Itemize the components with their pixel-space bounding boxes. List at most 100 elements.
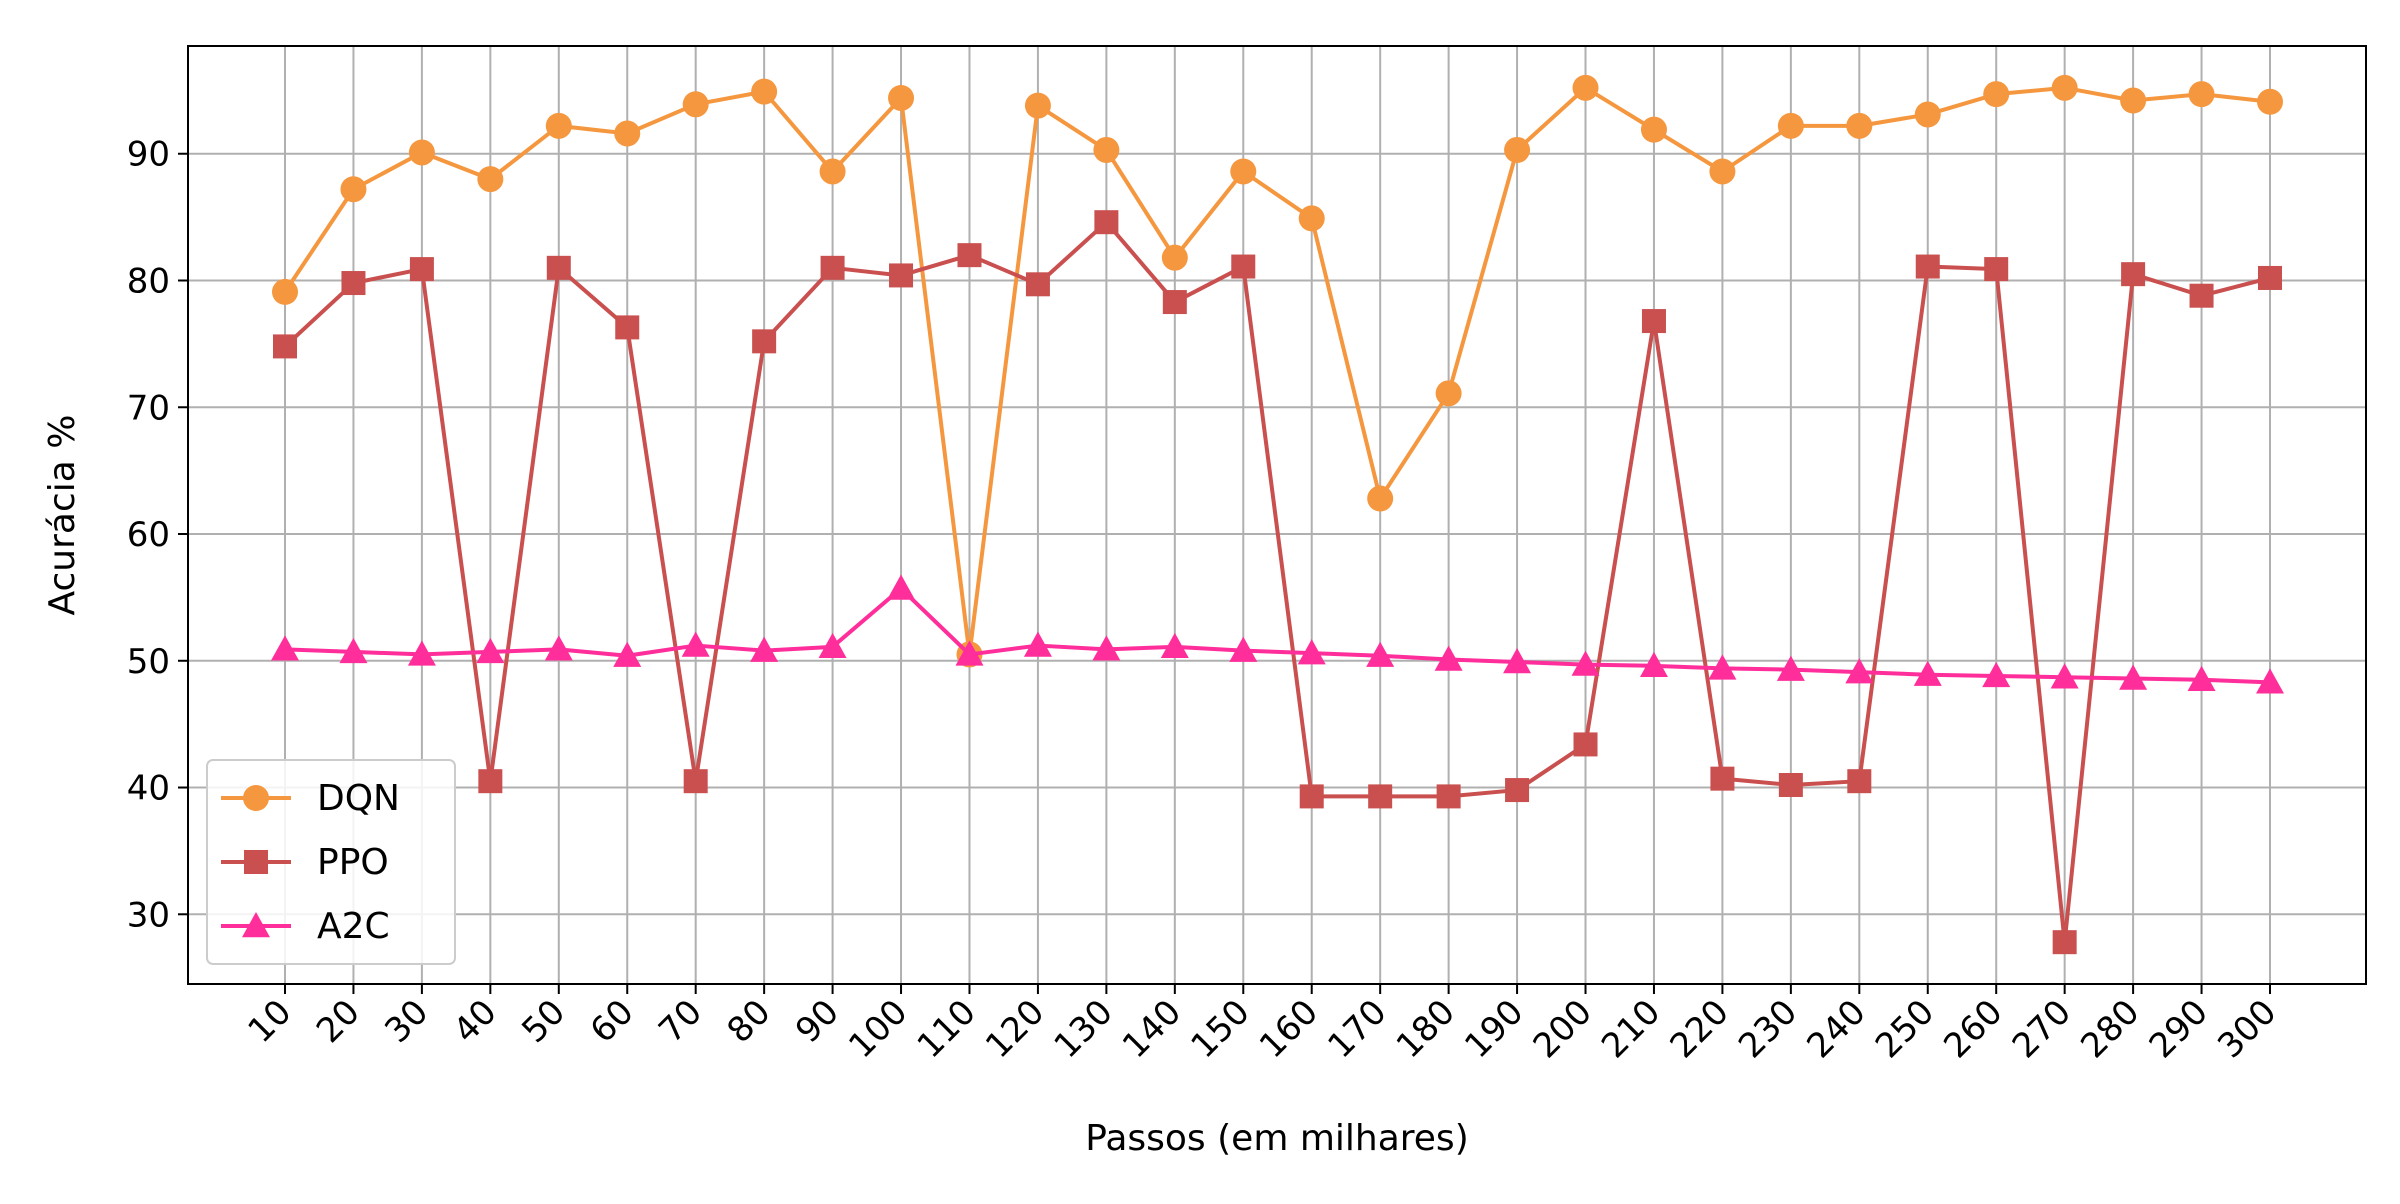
data-point-dqn (1435, 380, 1462, 407)
data-point-a2c (1845, 658, 1874, 684)
legend-marker-a2c (242, 912, 270, 938)
data-point-dqn (477, 166, 504, 193)
data-point-a2c (613, 641, 642, 667)
data-point-dqn (1914, 101, 1941, 128)
data-point-ppo (1915, 254, 1940, 279)
data-point-a2c (1297, 639, 1326, 665)
data-point-ppo (1231, 254, 1256, 279)
data-point-dqn (2051, 74, 2078, 101)
data-point-a2c (2256, 668, 2284, 694)
data-point-ppo (957, 243, 982, 268)
legend-box (206, 759, 456, 965)
data-point-a2c (1708, 654, 1737, 680)
data-point-dqn (1230, 158, 1257, 185)
data-point-a2c (1092, 635, 1121, 661)
data-point-dqn (819, 158, 846, 185)
data-point-ppo (341, 271, 366, 296)
data-point-a2c (1571, 650, 1600, 676)
data-point-ppo (683, 769, 708, 794)
data-point-a2c (1229, 636, 1258, 662)
data-point-dqn (614, 120, 641, 147)
data-point-ppo (546, 255, 571, 280)
data-point-dqn (1367, 485, 1394, 512)
data-point-dqn (2257, 88, 2283, 115)
data-point-ppo (615, 315, 640, 340)
series-ppo (273, 210, 2282, 955)
data-point-a2c (271, 635, 299, 661)
data-point-a2c (1434, 645, 1463, 671)
data-point-dqn (1572, 74, 1599, 101)
data-point-a2c (818, 632, 847, 659)
data-point-ppo (2052, 930, 2077, 955)
data-point-dqn (751, 78, 778, 105)
data-point-ppo (1573, 732, 1598, 757)
data-point-a2c (1776, 655, 1805, 681)
data-point-a2c (339, 637, 368, 664)
data-point-ppo (1847, 769, 1872, 794)
y-tick-label: 90 (127, 135, 170, 175)
data-point-dqn (408, 139, 435, 166)
legend: DQN PPO A2C (206, 759, 456, 965)
data-point-dqn (1161, 244, 1188, 271)
y-tick-label: 70 (127, 388, 170, 428)
data-point-ppo (2121, 262, 2146, 287)
data-point-a2c (2187, 665, 2216, 691)
data-point-ppo (273, 334, 297, 359)
x-axis-title: Passos (em milhares) (1085, 1118, 1469, 1159)
y-tick-label: 60 (127, 515, 170, 555)
data-point-a2c (407, 640, 436, 666)
data-point-a2c (1982, 661, 2011, 688)
data-point-dqn (1777, 112, 1804, 139)
y-tick-label: 30 (127, 895, 170, 935)
data-point-dqn (1846, 112, 1873, 139)
data-point-a2c (1160, 632, 1189, 659)
data-point-a2c (681, 631, 710, 657)
data-point-dqn (1983, 81, 2010, 108)
data-point-ppo (1436, 784, 1461, 809)
data-point-ppo (1984, 257, 2009, 282)
y-tick-label: 80 (127, 262, 170, 302)
data-point-ppo (1778, 772, 1803, 797)
data-point-ppo (1094, 210, 1119, 235)
y-tick-label: 40 (127, 769, 170, 809)
data-point-dqn (888, 84, 915, 111)
data-point-dqn (1093, 136, 1120, 163)
series-dqn (272, 74, 2283, 668)
data-point-ppo (2258, 265, 2282, 290)
y-tick-label: 50 (127, 642, 170, 682)
data-point-ppo (2189, 283, 2214, 308)
data-point-dqn (682, 91, 709, 118)
series-a2c (271, 574, 2284, 694)
legend-label-a2c: A2C (317, 906, 390, 947)
data-point-a2c (1639, 651, 1668, 678)
data-point-ppo (1162, 290, 1187, 315)
data-point-dqn (545, 112, 572, 139)
legend-label-ppo: PPO (317, 842, 389, 883)
data-point-dqn (1298, 205, 1325, 232)
legend-label-dqn: DQN (317, 778, 400, 819)
data-point-ppo (1641, 309, 1666, 334)
data-point-a2c (2050, 663, 2079, 689)
series-line-a2c (284, 586, 2271, 685)
data-point-a2c (476, 637, 505, 664)
plot-frame (187, 45, 2367, 985)
data-point-dqn (1024, 92, 1051, 119)
data-point-dqn (2120, 87, 2147, 114)
data-point-dqn (1504, 136, 1531, 163)
data-point-dqn (340, 176, 367, 203)
series-layer (271, 74, 2284, 955)
data-point-a2c (1503, 648, 1532, 674)
data-point-ppo (1505, 778, 1530, 803)
data-point-ppo (752, 329, 777, 354)
y-axis-title: Acurácia % (42, 415, 83, 616)
data-point-ppo (478, 769, 503, 794)
data-point-dqn (1709, 158, 1736, 185)
data-point-a2c (2119, 664, 2148, 690)
data-point-ppo (409, 257, 434, 282)
data-point-a2c (955, 640, 984, 666)
data-point-a2c (1913, 660, 1942, 686)
data-point-a2c (887, 574, 916, 600)
data-point-ppo (1025, 272, 1050, 297)
data-point-a2c (1023, 631, 1052, 657)
